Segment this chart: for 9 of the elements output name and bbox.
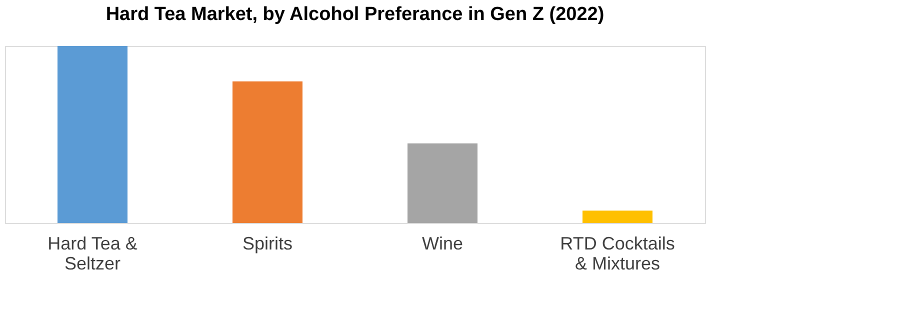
bar [232,81,302,223]
x-tick-label: Wine [422,234,464,254]
bar [58,46,128,223]
x-tick-label: Hard Tea & Seltzer [48,234,138,274]
x-tick-label: Spirits [242,234,293,254]
x-tick-label: RTD Cocktails & Mixtures [560,234,675,274]
bar [582,210,652,223]
bar [408,143,478,223]
chart-title: Hard Tea Market, by Alcohol Preferance in Gen Z (2022) [106,4,604,25]
